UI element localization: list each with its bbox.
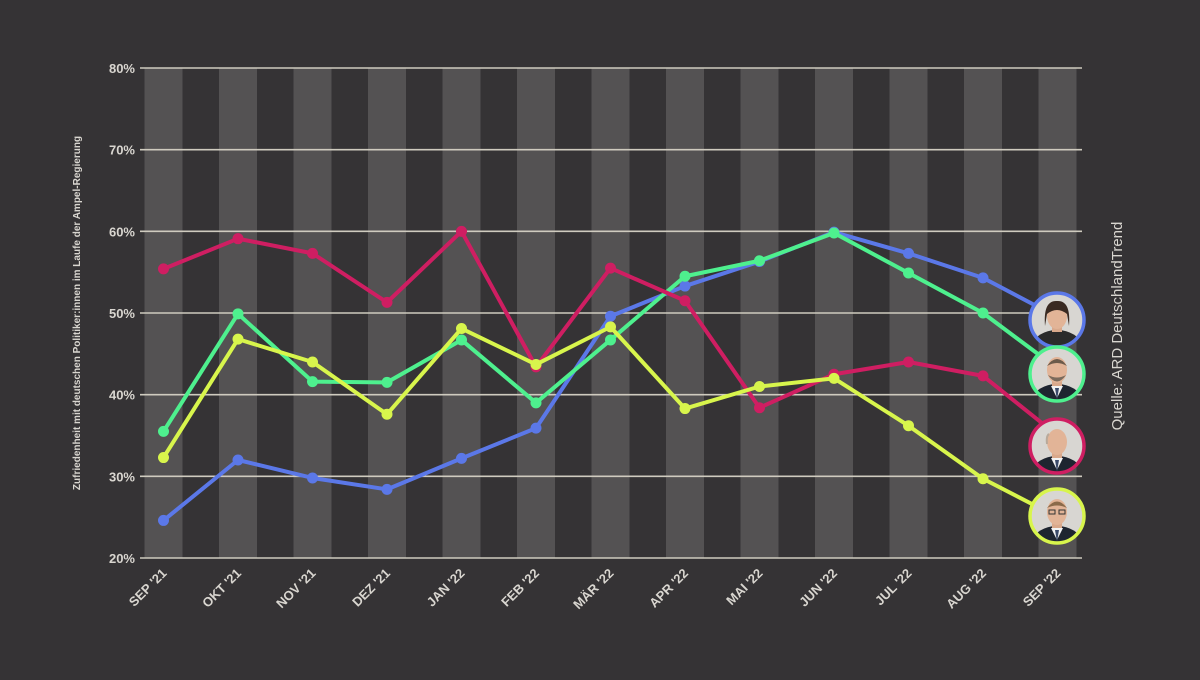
data-point bbox=[158, 514, 169, 526]
x-tick-label: MAI '22 bbox=[723, 566, 765, 608]
data-point bbox=[232, 454, 244, 466]
x-tick-label: MÄR '22 bbox=[570, 566, 617, 613]
x-tick-label: SEP '21 bbox=[126, 566, 170, 610]
data-point bbox=[232, 233, 244, 245]
data-point bbox=[307, 472, 318, 484]
data-point bbox=[530, 422, 542, 434]
data-point bbox=[158, 263, 169, 275]
data-point bbox=[903, 356, 914, 368]
x-tick-label: FEB '22 bbox=[498, 566, 542, 610]
data-point bbox=[381, 296, 393, 308]
data-point bbox=[381, 376, 393, 388]
y-tick-label: 50% bbox=[109, 306, 135, 321]
data-point bbox=[605, 310, 616, 322]
y-axis: 20% 30% 40% 50% 60% 70% 80% bbox=[109, 61, 135, 566]
x-tick-label: DEZ '21 bbox=[349, 566, 393, 610]
data-point bbox=[977, 272, 989, 284]
data-point bbox=[903, 267, 914, 279]
data-point bbox=[828, 372, 840, 384]
x-tick-label: JAN '22 bbox=[424, 566, 468, 610]
data-point bbox=[977, 473, 989, 485]
data-point bbox=[456, 323, 467, 335]
avatar-man-beard bbox=[1028, 345, 1086, 403]
data-point bbox=[307, 356, 318, 368]
x-tick-label: JUN '22 bbox=[796, 566, 840, 610]
data-point bbox=[530, 358, 542, 370]
data-point bbox=[605, 321, 616, 333]
data-point bbox=[977, 307, 989, 319]
avatar-man-glasses bbox=[1028, 487, 1086, 545]
data-point bbox=[158, 452, 169, 464]
data-point bbox=[381, 483, 393, 495]
data-point bbox=[456, 452, 467, 464]
data-point bbox=[605, 262, 616, 274]
x-axis: SEP '21 OKT '21 NOV '21 DEZ '21 JAN '22 FEB '… bbox=[126, 566, 1064, 613]
data-point bbox=[232, 308, 244, 320]
x-tick-label: AUG '22 bbox=[943, 566, 989, 612]
x-tick-label: OKT '21 bbox=[199, 566, 244, 611]
data-point bbox=[530, 397, 542, 409]
data-point bbox=[456, 225, 467, 237]
data-point bbox=[754, 255, 765, 267]
y-axis-label: Zufriedenheit mit deutschen Politiker:in… bbox=[72, 136, 83, 490]
y-tick-label: 70% bbox=[109, 143, 135, 158]
data-point bbox=[158, 425, 169, 437]
y-tick-label: 40% bbox=[109, 388, 135, 403]
data-point bbox=[903, 420, 914, 432]
data-point bbox=[903, 247, 914, 259]
data-point bbox=[828, 227, 840, 239]
y-tick-label: 20% bbox=[109, 551, 135, 566]
x-tick-label: SEP '22 bbox=[1020, 566, 1064, 610]
x-tick-label: JUL '22 bbox=[872, 566, 915, 609]
source-label: Quelle: ARD DeutschlandTrend bbox=[1109, 222, 1126, 431]
data-point bbox=[307, 376, 318, 388]
data-point bbox=[754, 381, 765, 392]
data-point bbox=[456, 334, 467, 346]
data-point bbox=[232, 333, 244, 345]
grid-lines bbox=[140, 67, 1082, 559]
series-group bbox=[158, 225, 1060, 526]
y-tick-label: 80% bbox=[109, 61, 135, 76]
data-point bbox=[381, 408, 393, 420]
data-point bbox=[679, 270, 691, 282]
y-tick-label: 60% bbox=[109, 224, 135, 239]
data-point bbox=[679, 403, 691, 415]
data-point bbox=[679, 295, 691, 307]
data-point bbox=[605, 334, 616, 346]
data-point bbox=[307, 247, 318, 259]
y-tick-label: 30% bbox=[109, 469, 135, 484]
avatar-man-bald bbox=[1028, 417, 1086, 475]
data-point bbox=[754, 402, 765, 414]
x-tick-label: NOV '21 bbox=[273, 566, 318, 611]
data-point bbox=[679, 280, 691, 292]
data-point bbox=[977, 370, 989, 382]
x-tick-label: APR '22 bbox=[646, 566, 691, 611]
avatar-group bbox=[1028, 291, 1086, 545]
